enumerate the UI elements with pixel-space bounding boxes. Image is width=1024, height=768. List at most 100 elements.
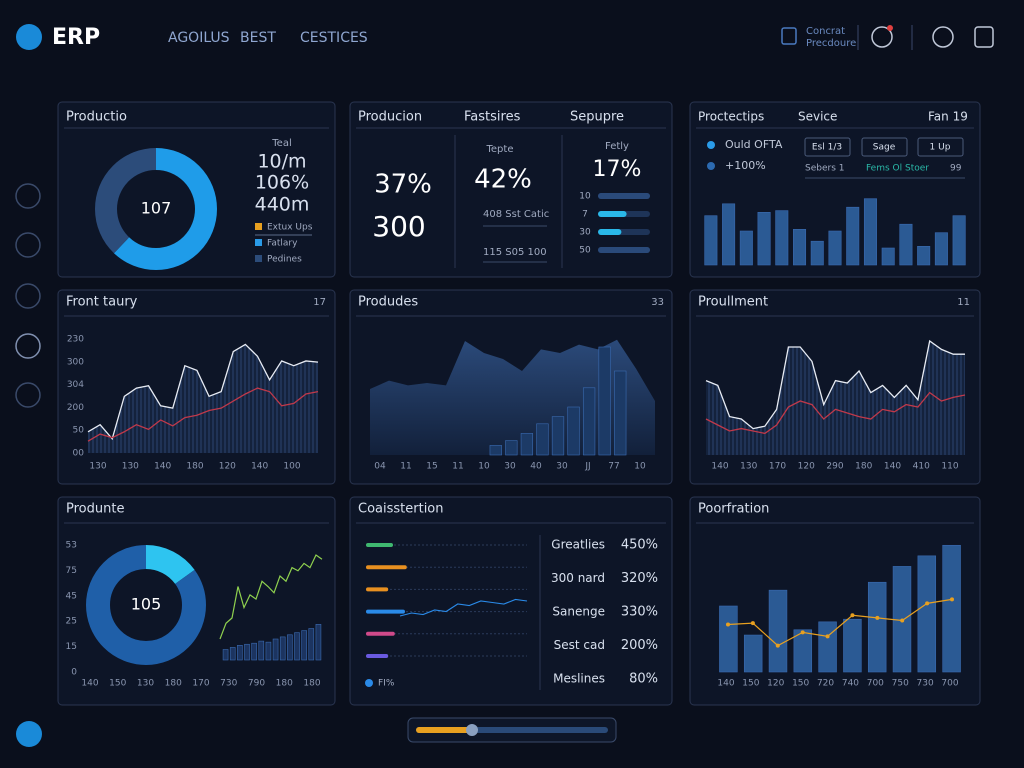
filter-button[interactable] [861, 137, 908, 157]
y-tick-label: 00 [73, 449, 85, 459]
x-tick-label: 730 [220, 679, 237, 689]
y-tick-label: 50 [73, 426, 85, 436]
settings-icon[interactable] [932, 26, 954, 48]
progress-label: 10 [579, 192, 591, 202]
x-tick-label: 120 [767, 679, 784, 689]
x-tick-label: 140 [81, 679, 98, 689]
filter-button[interactable] [804, 137, 851, 157]
row-text: 99 [950, 164, 962, 174]
power-icon[interactable] [974, 26, 994, 48]
bar [934, 232, 948, 266]
line-point [875, 615, 880, 620]
stat-value: 440m [255, 194, 310, 216]
hbar [366, 587, 389, 592]
bar [489, 445, 502, 456]
kpi-label: Fetly [605, 141, 629, 152]
list-name: Meslines [553, 672, 605, 686]
bar [567, 406, 580, 456]
line-point [900, 618, 905, 623]
x-tick-label: 140 [711, 462, 728, 472]
bar [899, 223, 913, 266]
bar [265, 641, 272, 661]
x-tick-label: 410 [913, 462, 930, 472]
legend-label: Pedines [267, 255, 302, 265]
legend-label: Ould OFTA [725, 138, 783, 151]
button-label: 1 Up [930, 143, 951, 153]
y-tick-label: 200 [67, 403, 84, 413]
x-tick-label: 04 [374, 462, 386, 472]
notification-icon[interactable] [871, 26, 893, 48]
bar [867, 581, 887, 673]
x-tick-label: 180 [276, 679, 293, 689]
bar [294, 632, 300, 661]
nav-icon[interactable] [15, 333, 41, 359]
nav-icon[interactable] [15, 382, 41, 408]
nav-link[interactable]: CESTICES [300, 30, 368, 46]
bar [229, 647, 236, 661]
x-tick-label: 720 [817, 679, 834, 689]
x-tick-label: 140 [717, 679, 734, 689]
progress-bar [598, 229, 622, 235]
nav-icon[interactable] [15, 283, 41, 309]
nav-link[interactable]: BEST [240, 30, 276, 46]
user-icon[interactable] [781, 27, 797, 45]
panel-title: Coaisstertion [358, 502, 444, 517]
bar [917, 555, 937, 673]
stat-value: 10/m [257, 151, 306, 173]
nav-icon[interactable] [15, 183, 41, 209]
x-tick-label: 700 [941, 679, 958, 689]
slider-fill [416, 727, 472, 733]
x-tick-label: 77 [608, 462, 619, 472]
button-label: Sage [873, 143, 896, 153]
x-tick-label: 290 [826, 462, 843, 472]
area-series [706, 341, 965, 455]
kpi-value: 300 [372, 210, 425, 243]
x-tick-label: 140 [884, 462, 901, 472]
x-tick-label: 180 [165, 679, 182, 689]
x-tick-label: 10 [634, 462, 646, 472]
panel-title: Produdes [358, 295, 418, 310]
bar [279, 636, 286, 661]
bar [828, 230, 842, 266]
legend-label: +100% [725, 159, 766, 172]
logo: ERP [52, 25, 100, 50]
bar [846, 206, 860, 266]
line-point [775, 643, 780, 648]
bar [287, 634, 293, 661]
line-series [87, 343, 319, 441]
legend-swatch [255, 239, 262, 246]
line-point [726, 622, 730, 627]
y-tick-label: 0 [71, 668, 77, 678]
bar [251, 642, 257, 661]
x-tick-label: 180 [186, 462, 203, 472]
bar [793, 629, 813, 673]
hbar [366, 565, 407, 570]
hbar [366, 631, 395, 636]
nav-link[interactable]: AGOILUS [168, 30, 230, 46]
bar [222, 649, 229, 661]
button-label: Esl 1/3 [812, 143, 842, 153]
bar [739, 230, 753, 266]
filter-button[interactable] [917, 137, 964, 157]
progress-bar [598, 193, 650, 199]
slider-knob[interactable] [466, 724, 478, 736]
nav-icon[interactable] [15, 232, 41, 258]
kpi-value: 17% [593, 157, 642, 182]
bar [942, 544, 961, 673]
bar [793, 229, 807, 266]
stat-value: 106% [255, 172, 309, 194]
x-tick-label: 790 [248, 679, 265, 689]
hbar [366, 543, 393, 547]
x-tick-label: 110 [941, 462, 958, 472]
x-tick-label: 130 [137, 679, 154, 689]
panel-title: Fastsires [464, 110, 521, 125]
bar [301, 630, 307, 661]
list-value: 330% [621, 605, 658, 620]
line-series [399, 598, 528, 617]
panel-title: Sepupre [570, 110, 624, 125]
kpi-label: Tepte [486, 144, 514, 155]
panel-title: Productio [66, 110, 127, 125]
hbar [366, 654, 389, 658]
bar [315, 623, 322, 661]
bar [719, 605, 738, 673]
